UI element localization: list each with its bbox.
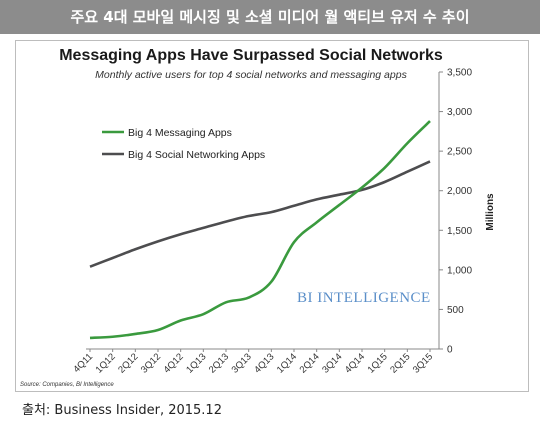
x-tick-label: 2Q13 xyxy=(207,351,231,375)
y-tick-label: 1,000 xyxy=(447,265,472,276)
x-tick-label: 3Q14 xyxy=(320,351,344,375)
x-tick-label: 2Q12 xyxy=(116,351,140,375)
chart-title: Messaging Apps Have Surpassed Social Net… xyxy=(59,47,443,64)
x-tick-label: 1Q12 xyxy=(94,351,118,375)
chart-subtitle: Monthly active users for top 4 social ne… xyxy=(95,69,407,81)
x-tick-label: 3Q13 xyxy=(230,351,254,375)
y-axis-label: Millions xyxy=(485,193,496,231)
x-tick-label: 4Q13 xyxy=(252,351,276,375)
y-tick-label: 3,000 xyxy=(447,107,472,118)
y-tick-label: 2,500 xyxy=(447,147,472,158)
watermark-logo: BI INTELLIGENCE xyxy=(297,290,431,306)
x-tick-label: 4Q11 xyxy=(71,351,95,375)
y-tick-label: 0 xyxy=(447,345,453,356)
x-tick-label: 4Q14 xyxy=(343,351,367,375)
y-tick-label: 1,500 xyxy=(447,226,472,237)
legend-label: Big 4 Messaging Apps xyxy=(128,127,232,139)
x-tick-label: 2Q14 xyxy=(298,351,322,375)
x-tick-label: 3Q15 xyxy=(411,351,435,375)
series-line-messaging xyxy=(89,120,431,340)
x-tick-label: 1Q15 xyxy=(366,351,390,375)
y-tick-label: 3,500 xyxy=(447,68,472,79)
series-line-social xyxy=(89,160,431,268)
x-tick-label: 1Q13 xyxy=(184,351,208,375)
x-tick-label: 2Q15 xyxy=(388,351,412,375)
x-tick-label: 1Q14 xyxy=(275,351,299,375)
chart-source: Source: Companies, BI Intelligence xyxy=(20,382,114,388)
x-tick-label: 3Q12 xyxy=(139,351,163,375)
y-tick-label: 500 xyxy=(447,305,464,316)
page-header: 주요 4대 모바일 메시징 및 소셜 미디어 월 액티브 유저 수 추이 xyxy=(0,0,540,34)
x-tick-label: 4Q12 xyxy=(162,351,186,375)
y-tick-label: 2,000 xyxy=(447,186,472,197)
footer-source-note: 출처: Business Insider, 2015.12 xyxy=(22,403,222,418)
chart-container: Messaging Apps Have Surpassed Social Net… xyxy=(15,40,529,392)
legend-label: Big 4 Social Networking Apps xyxy=(128,149,265,161)
